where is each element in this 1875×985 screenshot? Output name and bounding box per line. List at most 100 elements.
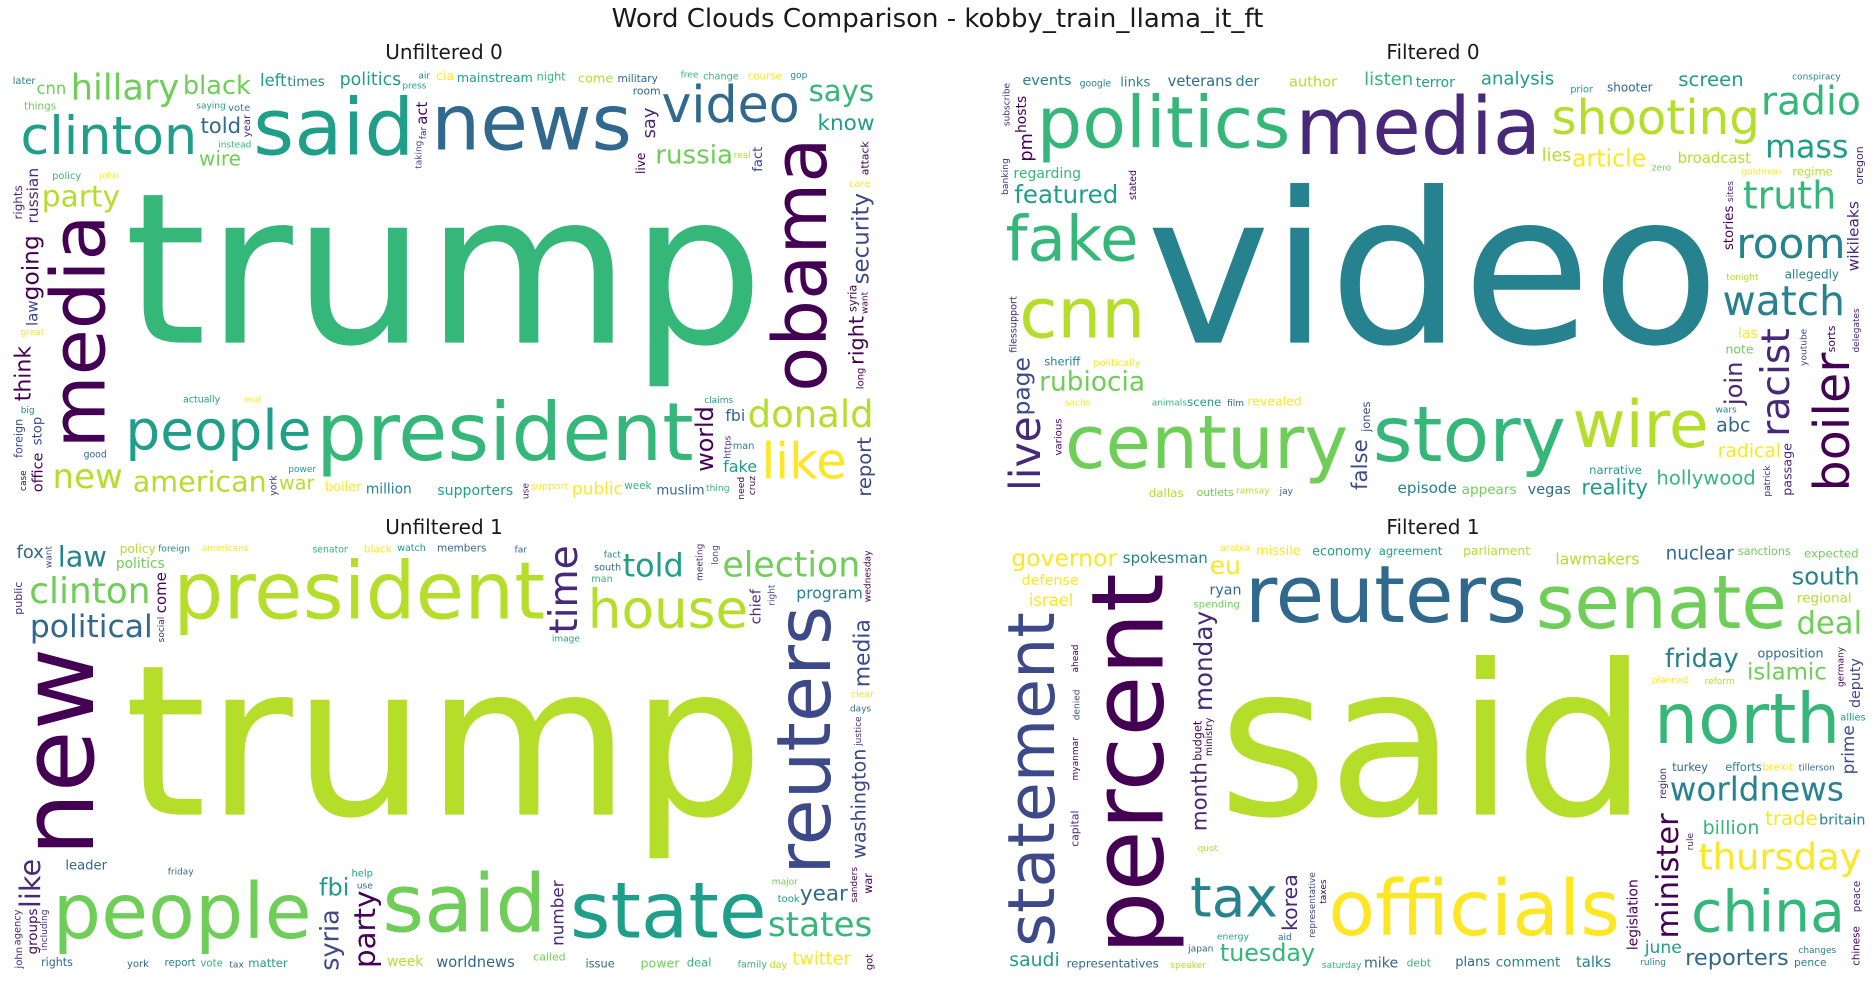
word-social: social — [157, 617, 167, 643]
word-saturday: saturday — [1322, 961, 1362, 971]
word-parliament: parliament — [1463, 544, 1530, 558]
word-mike: mike — [1364, 955, 1398, 971]
figure-title: Word Clouds Comparison - kobby_train_lla… — [611, 4, 1264, 34]
word-house: house — [588, 579, 748, 641]
word-tax: tax — [229, 960, 244, 970]
word-minister: minister — [1651, 813, 1686, 939]
word-twitter: twitter — [792, 949, 851, 969]
word-american: american — [133, 465, 267, 499]
word-june: june — [1644, 938, 1682, 958]
word-political: political — [30, 609, 153, 645]
word-york: york — [269, 475, 280, 496]
word-party: party — [348, 891, 382, 968]
word-think: think — [12, 346, 37, 402]
word-million: million — [366, 481, 412, 497]
word-like: like — [13, 859, 47, 908]
word-justice: justice — [854, 716, 864, 747]
word-quot: quot — [1198, 844, 1219, 854]
word-great: great — [21, 328, 45, 338]
word-image: image — [552, 635, 580, 645]
word-jones: jones — [1359, 401, 1373, 432]
word-cnn: cnn — [37, 79, 67, 98]
word-russian: russian — [24, 168, 42, 224]
word-fake: fake — [723, 457, 757, 476]
word-animals: animals — [1152, 398, 1188, 408]
word-sanctions: sanctions — [1738, 545, 1791, 558]
word-members: members — [437, 543, 486, 555]
word-long: long — [856, 368, 867, 390]
word-big: big — [21, 406, 35, 416]
panel-title-filtered-0: Filtered 0 — [1386, 40, 1480, 64]
word-regime: regime — [1792, 164, 1832, 178]
word-washington: washington — [848, 749, 871, 859]
word-representative: representative — [1308, 872, 1318, 938]
word-lawmakers: lawmakers — [1555, 550, 1639, 568]
word-cruz: cruz — [748, 476, 758, 495]
word-pence: pence — [1794, 956, 1827, 969]
word-broadcast: broadcast — [1678, 150, 1752, 167]
word-banking: banking — [1000, 158, 1011, 195]
word-claims: claims — [704, 396, 733, 406]
word-lies: lies — [1542, 146, 1571, 166]
word-der: der — [1235, 74, 1259, 90]
word-friday: friday — [1665, 644, 1739, 674]
word-sorts: sorts — [1825, 325, 1838, 352]
word-islamic: islamic — [1747, 660, 1827, 686]
word-ryan: ryan — [1210, 583, 1242, 599]
word-changes: changes — [1798, 946, 1836, 956]
word-act: act — [414, 102, 431, 125]
word-governor: governor — [1011, 544, 1117, 572]
word-days: days — [850, 704, 872, 714]
word-pm: pm — [1017, 133, 1037, 161]
word-major: major — [772, 877, 798, 887]
word-worldnews: worldnews — [436, 954, 514, 971]
word-deal: deal — [687, 956, 712, 970]
word-meeting: meeting — [695, 544, 705, 581]
word-percent: percent — [1072, 573, 1187, 954]
word-john: john — [98, 172, 118, 182]
word-says: says — [809, 74, 874, 108]
word-las: las — [1738, 326, 1758, 342]
word-live: live — [1001, 416, 1050, 491]
word-supporters: supporters — [437, 483, 513, 499]
word-want: want — [44, 545, 54, 568]
word-agency: agency — [12, 909, 23, 945]
word-politically: politically — [1093, 358, 1140, 369]
word-deputy: deputy — [1848, 658, 1864, 708]
word-hillary: hillary — [71, 68, 179, 108]
word-going: going — [17, 235, 44, 300]
word-arabia: arabia — [1220, 543, 1250, 554]
word-friday: friday — [168, 868, 195, 878]
word-people: people — [53, 868, 312, 957]
word-media: media — [1295, 81, 1541, 173]
word-events: events — [1022, 72, 1071, 89]
word-issue: issue — [585, 957, 614, 971]
word-politics: politics — [116, 556, 165, 572]
word-britain: britain — [1819, 812, 1865, 828]
word-tonight: tonight — [1726, 273, 1759, 283]
word-budget: budget — [1191, 720, 1204, 761]
word-election: election — [722, 545, 860, 585]
word-war: war — [279, 472, 314, 495]
word-day: day — [770, 960, 788, 971]
word-talks: talks — [1576, 954, 1611, 971]
word-party: party — [42, 180, 120, 214]
word-truth: truth — [1743, 174, 1837, 218]
word-number: number — [547, 880, 567, 946]
word-took: took — [778, 894, 800, 905]
word-various: various — [1053, 418, 1064, 455]
word-google: google — [1080, 78, 1112, 89]
word-left: left — [260, 71, 287, 90]
word-youtube: youtube — [1799, 328, 1809, 365]
word-fake: fake — [1005, 203, 1138, 276]
word-trade: trade — [1765, 807, 1818, 830]
word-month: month — [1187, 762, 1212, 831]
panel-title-filtered-1: Filtered 1 — [1386, 515, 1480, 539]
word-media: media — [851, 619, 876, 687]
word-radio: radio — [1761, 80, 1861, 125]
word-fbi: fbi — [725, 406, 745, 425]
word-efforts: efforts — [1725, 761, 1762, 774]
